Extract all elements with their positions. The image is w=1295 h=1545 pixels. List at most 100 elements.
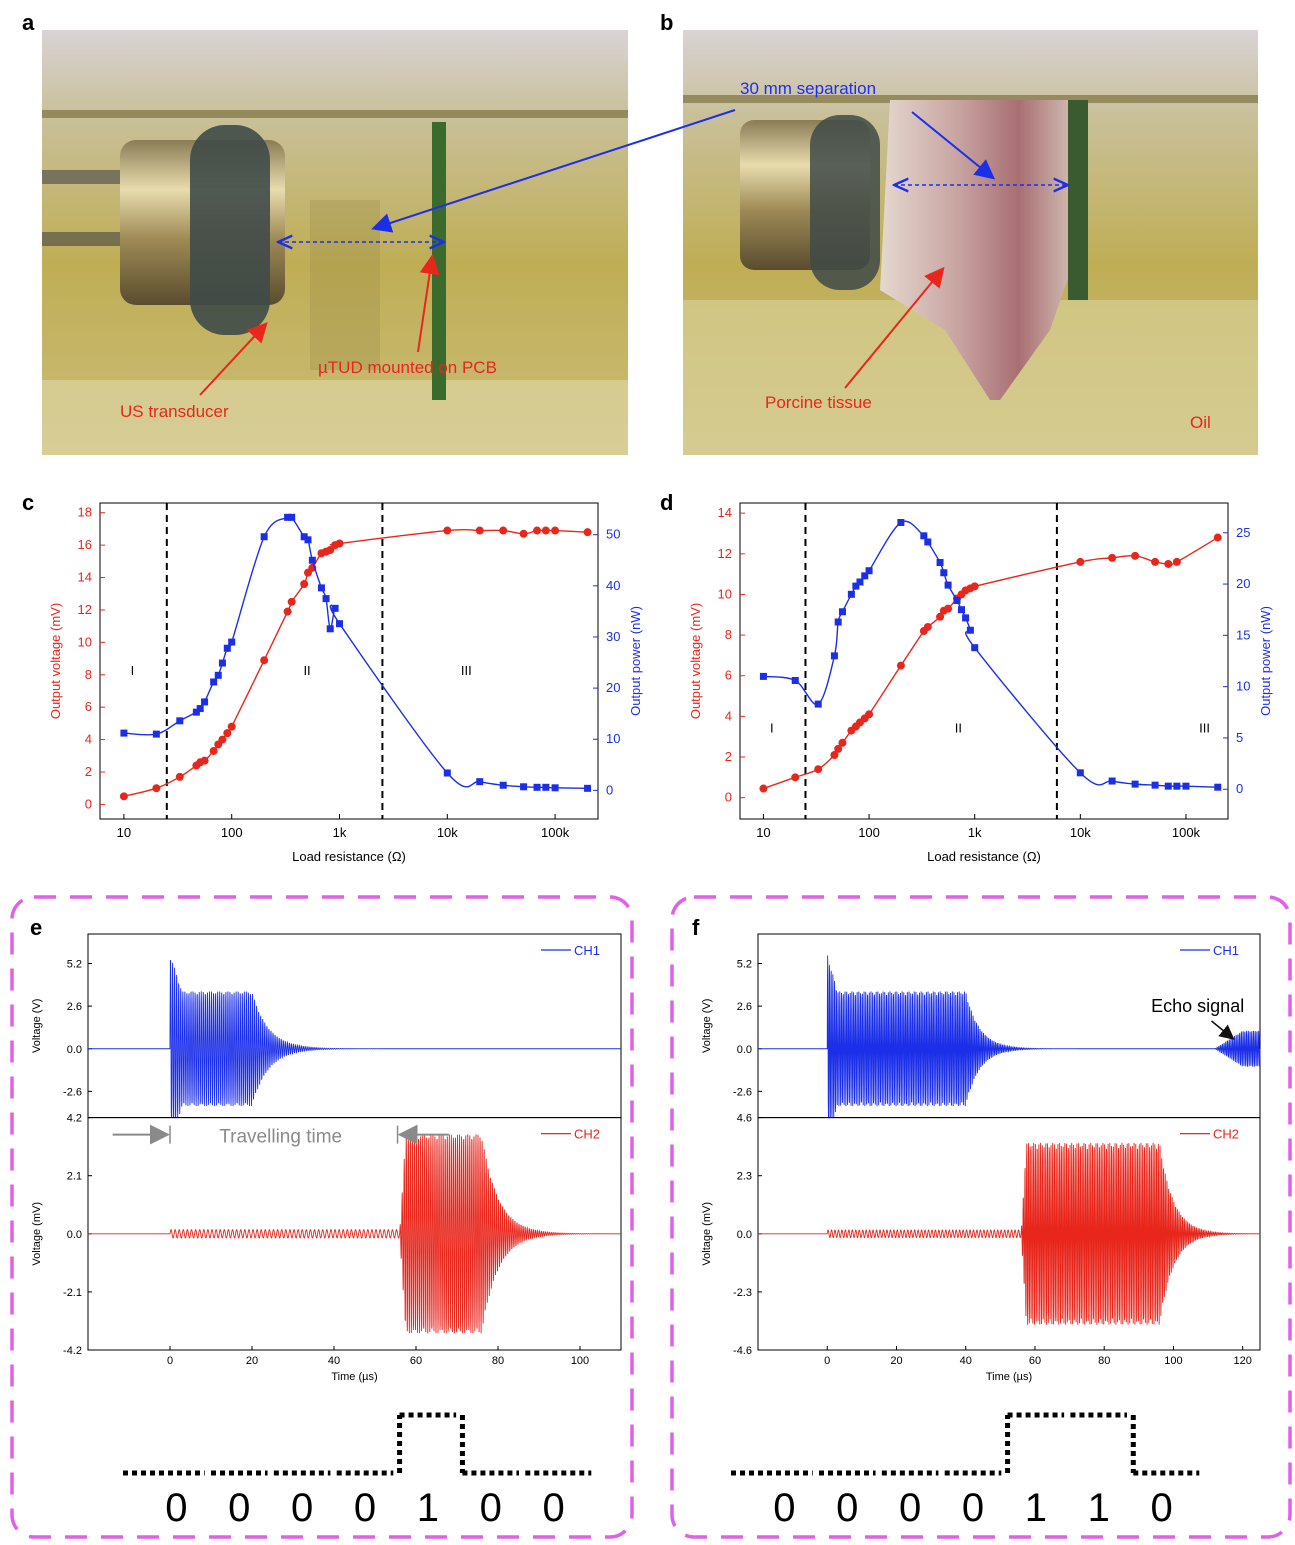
bit-label: 0 [354,1486,376,1530]
voltage-point [830,750,839,759]
voltage-point [499,526,508,535]
ch1-waveform [758,955,1261,1119]
chart-e: -2.6 0.0 2.6 5.2 Voltage (V) CH1 -4.2 -2.1 0.0 2.… [31,933,622,1530]
photo-a [42,30,628,455]
echo-signal-arrow [1211,1020,1235,1040]
ch2-y-axis-label: Voltage (mV) [31,1202,43,1266]
bit-label: 0 [291,1486,313,1530]
left-tick-label: 10 [78,634,92,649]
power-point [1131,780,1139,788]
power-point [322,595,330,603]
frame-e [10,895,634,1539]
power-point [838,608,846,616]
power-point [852,582,860,590]
power-point [300,533,308,541]
panel-label-a: a [22,10,35,35]
voltage-point [865,710,874,719]
power-point [1151,781,1159,789]
voltage-point [1131,551,1140,560]
power-point [228,638,236,646]
voltage-point [260,656,269,665]
region-label: III [461,663,472,678]
power-point [834,618,842,626]
ch2-legend-label: CH2 [574,1127,600,1142]
bit-label: 0 [773,1486,795,1530]
x-tick-label: 0 [167,1355,173,1367]
power-point [152,730,160,738]
power-point [1108,777,1116,785]
power-point [814,700,822,708]
voltage-point [287,597,296,606]
power-point [288,513,296,521]
ch1-y-tick-label: 0.0 [67,1044,82,1056]
power-point [791,676,799,684]
right-tick-label: 25 [1236,525,1250,540]
x-tick-label: 0 [824,1355,830,1367]
bit-label: 0 [962,1486,984,1530]
voltage-point [896,661,905,670]
ch1-y-axis-label: Voltage (V) [701,999,713,1053]
x-tick-label: 10k [437,825,458,840]
voltage-point [814,765,823,774]
ch2-y-tick-label: 2.1 [67,1171,82,1183]
x-tick-label: 80 [492,1355,504,1367]
photo-b [683,30,1258,455]
power-point [897,518,905,526]
frame-f [670,895,1292,1539]
power-point [856,578,864,586]
plot-frame [99,502,599,820]
voltage-point [519,529,528,538]
power-point [210,678,218,686]
x-tick-label: 100k [1172,825,1201,840]
left-tick-label: 4 [85,732,92,747]
voltage-point [533,526,542,535]
us-transducer-label: US transducer [120,402,229,421]
x-tick-label: 100 [1164,1355,1182,1367]
power-point [326,625,334,633]
power-point [1214,783,1222,791]
bit-label: 1 [1088,1486,1110,1530]
power-point [317,584,325,592]
voltage-point [1172,557,1181,566]
porcine-arrow [844,266,945,389]
x-tick-label: 80 [1098,1355,1110,1367]
bit-label: 0 [1150,1486,1172,1530]
power-point [584,784,592,792]
ch1-y-tick-label: 5.2 [67,959,82,971]
left-tick-label: 2 [725,749,732,764]
bit-trace [731,1412,1200,1476]
ch1-waveform [88,960,621,1119]
x-tick-label: 120 [1234,1355,1252,1367]
ch1-y-tick-label: 2.6 [67,1001,82,1013]
left-tick-label: 2 [85,764,92,779]
power-point [759,672,767,680]
x-tick-label: 100k [541,825,570,840]
power-point [533,783,541,791]
left-tick-label: 12 [78,602,92,617]
power-point [304,536,312,544]
power-point [192,708,200,716]
left-tick-label: 0 [85,796,92,811]
power-point [331,604,339,612]
power-point [542,783,550,791]
ch2-y-tick-label: -2.1 [63,1287,82,1299]
ch2-legend-label: CH2 [1213,1127,1239,1142]
voltage-point [583,528,592,537]
travelling-time-label: Travelling time [219,1127,342,1148]
chart-d: 10 100 1k 10k 100k 0 2 4 6 8 10 12 14 0 5 10 15 20 25 Load … [688,502,1273,864]
region-label: I [770,721,774,736]
voltage-point [923,622,932,631]
left-tick-label: 8 [725,627,732,642]
bit-label: 0 [165,1486,187,1530]
mtud-label: µTUD mounted on PCB [318,358,497,377]
voltage-point [936,612,945,621]
left-tick-label: 12 [718,546,732,561]
ch1-legend-label: CH1 [574,943,600,958]
left-tick-label: 18 [78,505,92,520]
ch2-y-tick-label: -2.3 [733,1287,752,1299]
y-axis-left-label: Output voltage (mV) [688,603,703,719]
bit-label: 0 [542,1486,564,1530]
voltage-point [152,784,161,793]
right-tick-label: 0 [1236,781,1243,796]
